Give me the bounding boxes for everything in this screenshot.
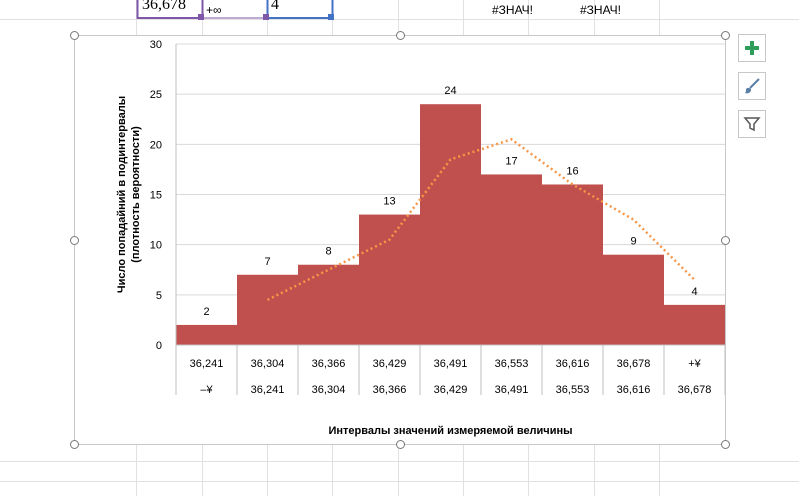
data-label: 4 bbox=[691, 286, 697, 298]
cell-lower-bound[interactable]: 36,678 bbox=[142, 0, 186, 13]
cell-error-2[interactable]: #ЗНАЧ! bbox=[580, 3, 621, 17]
plus-icon bbox=[745, 41, 759, 55]
x-tick-label-bottom: 36,616 bbox=[617, 384, 651, 396]
x-tick-label-top: 36,429 bbox=[373, 358, 407, 370]
x-tick-label-bottom: 36,241 bbox=[251, 384, 285, 396]
x-tick-label-top: 36,678 bbox=[617, 358, 651, 370]
histogram-chart: 0 5 10 15 20 25 30 2 7 8 13 24 17 16 9 4 36,241 36,304 36,… bbox=[116, 39, 725, 437]
cell-error-1[interactable]: #ЗНАЧ! bbox=[492, 3, 533, 17]
chart-elements-button[interactable] bbox=[738, 34, 766, 62]
histogram-bar bbox=[237, 274, 298, 345]
y-axis-title-line2: (плотность вероятности) bbox=[130, 126, 142, 263]
resize-handle-bottom-right[interactable] bbox=[721, 440, 730, 449]
x-tick-label-bottom: 36,491 bbox=[495, 384, 529, 396]
y-tick-label: 25 bbox=[150, 89, 162, 101]
x-tick-label-top: 36,366 bbox=[312, 358, 346, 370]
cell-upper-bound[interactable]: +∞ bbox=[206, 3, 222, 17]
y-tick-label: 15 bbox=[150, 190, 162, 202]
histogram-bar bbox=[420, 104, 481, 345]
data-label: 7 bbox=[264, 256, 270, 268]
resize-handle-left[interactable] bbox=[70, 236, 79, 245]
paintbrush-icon bbox=[745, 78, 760, 94]
histogram-bar bbox=[542, 184, 603, 345]
x-tick-label-top: 36,616 bbox=[556, 358, 590, 370]
data-label: 16 bbox=[566, 165, 578, 177]
histogram-bar bbox=[603, 254, 664, 345]
resize-handle-top-left[interactable] bbox=[70, 31, 79, 40]
y-tick-label: 30 bbox=[150, 39, 162, 51]
x-tick-label-top: +¥ bbox=[688, 358, 701, 370]
resize-handle-right[interactable] bbox=[721, 236, 730, 245]
y-tick-label: 20 bbox=[150, 139, 162, 151]
x-tick-label-top: 36,304 bbox=[251, 358, 285, 370]
x-tick-label-bottom: –¥ bbox=[200, 384, 213, 396]
cell-count[interactable]: 4 bbox=[271, 0, 279, 13]
x-tick-label-top: 36,491 bbox=[434, 358, 468, 370]
histogram-bar bbox=[176, 324, 237, 345]
chart-area[interactable]: 0 5 10 15 20 25 30 2 7 8 13 24 17 16 9 4 36,241 36,304 36,… bbox=[74, 35, 726, 445]
histogram-bar bbox=[664, 304, 725, 345]
chart-filters-button[interactable] bbox=[738, 110, 766, 138]
x-axis-title: Интервалы значений измеряемой величины bbox=[328, 425, 572, 437]
trendline bbox=[266, 137, 696, 301]
histogram-bar bbox=[481, 174, 542, 345]
resize-handle-bottom[interactable] bbox=[396, 440, 405, 449]
data-label: 24 bbox=[444, 85, 456, 97]
data-label: 2 bbox=[203, 306, 209, 318]
resize-handle-bottom-left[interactable] bbox=[70, 440, 79, 449]
x-tick-label-bottom: 36,678 bbox=[678, 384, 712, 396]
filter-icon bbox=[743, 117, 761, 132]
x-tick-label-bottom: 36,553 bbox=[556, 384, 590, 396]
histogram-bar bbox=[359, 214, 420, 345]
x-tick-label-bottom: 36,304 bbox=[312, 384, 346, 396]
y-axis-title-line1: Число попадайний в подинтервалы bbox=[116, 96, 128, 293]
y-tick-label: 0 bbox=[156, 340, 162, 352]
data-label: 17 bbox=[505, 155, 517, 167]
data-label: 8 bbox=[325, 246, 331, 258]
y-tick-label: 10 bbox=[150, 240, 162, 252]
x-tick-label-bottom: 36,429 bbox=[434, 384, 468, 396]
resize-handle-top[interactable] bbox=[396, 31, 405, 40]
x-tick-label-top: 36,241 bbox=[190, 358, 224, 370]
chart-styles-button[interactable] bbox=[738, 72, 766, 100]
x-tick-label-top: 36,553 bbox=[495, 358, 529, 370]
y-tick-label: 5 bbox=[156, 290, 162, 302]
data-label: 13 bbox=[383, 196, 395, 208]
histogram-bar bbox=[298, 264, 359, 345]
data-label: 9 bbox=[630, 236, 636, 248]
resize-handle-top-right[interactable] bbox=[721, 31, 730, 40]
x-tick-label-bottom: 36,366 bbox=[373, 384, 407, 396]
